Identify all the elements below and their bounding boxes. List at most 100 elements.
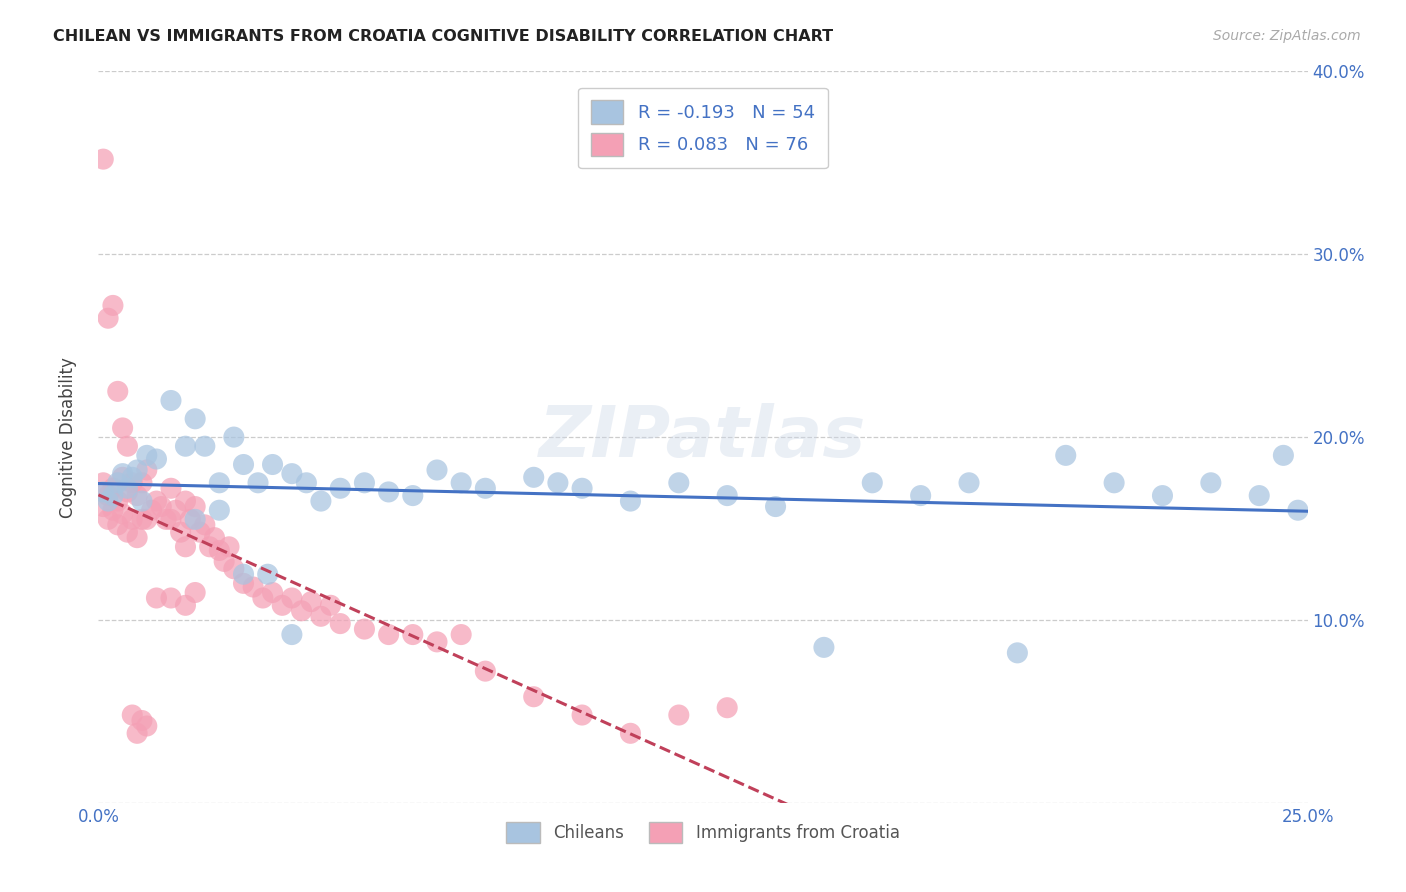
Point — [145, 494, 167, 508]
Point — [353, 475, 375, 490]
Point — [204, 531, 226, 545]
Point — [910, 489, 932, 503]
Point — [150, 500, 173, 514]
Point — [184, 585, 207, 599]
Point — [107, 517, 129, 532]
Point — [474, 481, 496, 495]
Point — [141, 503, 163, 517]
Point — [1286, 503, 1309, 517]
Point — [121, 470, 143, 484]
Point — [377, 485, 399, 500]
Point — [716, 700, 738, 714]
Point — [101, 298, 124, 312]
Point — [402, 489, 425, 503]
Point — [450, 475, 472, 490]
Point — [208, 503, 231, 517]
Point — [174, 599, 197, 613]
Point — [212, 554, 235, 568]
Point — [131, 512, 153, 526]
Point — [377, 627, 399, 641]
Point — [860, 475, 883, 490]
Point — [165, 503, 187, 517]
Point — [97, 494, 120, 508]
Point — [252, 591, 274, 605]
Point — [174, 540, 197, 554]
Point — [765, 500, 787, 514]
Point — [208, 543, 231, 558]
Point — [97, 311, 120, 326]
Text: Source: ZipAtlas.com: Source: ZipAtlas.com — [1213, 29, 1361, 43]
Point — [290, 604, 312, 618]
Point — [668, 708, 690, 723]
Point — [155, 512, 177, 526]
Point — [107, 475, 129, 490]
Point — [97, 512, 120, 526]
Point — [169, 525, 191, 540]
Point — [426, 635, 449, 649]
Point — [309, 609, 332, 624]
Point — [179, 512, 201, 526]
Point — [135, 719, 157, 733]
Point — [117, 525, 139, 540]
Point — [1152, 489, 1174, 503]
Point — [1249, 489, 1271, 503]
Point — [232, 458, 254, 472]
Point — [194, 439, 217, 453]
Point — [131, 714, 153, 728]
Point — [299, 594, 322, 608]
Point — [218, 540, 240, 554]
Point — [111, 467, 134, 481]
Text: CHILEAN VS IMMIGRANTS FROM CROATIA COGNITIVE DISABILITY CORRELATION CHART: CHILEAN VS IMMIGRANTS FROM CROATIA COGNI… — [53, 29, 834, 44]
Y-axis label: Cognitive Disability: Cognitive Disability — [59, 357, 77, 517]
Point — [184, 512, 207, 526]
Point — [523, 470, 546, 484]
Point — [571, 708, 593, 723]
Point — [329, 481, 352, 495]
Point — [295, 475, 318, 490]
Point — [474, 664, 496, 678]
Point — [198, 540, 221, 554]
Point — [242, 580, 264, 594]
Point — [101, 481, 124, 495]
Point — [813, 640, 835, 655]
Point — [184, 412, 207, 426]
Point — [281, 591, 304, 605]
Point — [127, 463, 149, 477]
Point — [1007, 646, 1029, 660]
Point — [135, 448, 157, 462]
Point — [160, 512, 183, 526]
Point — [262, 458, 284, 472]
Point — [523, 690, 546, 704]
Point — [131, 494, 153, 508]
Point — [121, 708, 143, 723]
Point — [135, 512, 157, 526]
Point — [619, 494, 641, 508]
Point — [222, 430, 245, 444]
Point — [547, 475, 569, 490]
Point — [208, 475, 231, 490]
Point — [232, 576, 254, 591]
Point — [1199, 475, 1222, 490]
Point — [262, 585, 284, 599]
Point — [111, 421, 134, 435]
Legend: Chileans, Immigrants from Croatia: Chileans, Immigrants from Croatia — [499, 815, 907, 849]
Point — [91, 475, 114, 490]
Point — [716, 489, 738, 503]
Point — [329, 616, 352, 631]
Point — [160, 393, 183, 408]
Point — [127, 531, 149, 545]
Text: ZIPatlas: ZIPatlas — [540, 402, 866, 472]
Point — [402, 627, 425, 641]
Point — [247, 475, 270, 490]
Point — [145, 452, 167, 467]
Point — [145, 591, 167, 605]
Point — [117, 481, 139, 495]
Point — [174, 494, 197, 508]
Point — [117, 485, 139, 500]
Point — [957, 475, 980, 490]
Point — [450, 627, 472, 641]
Point — [91, 152, 114, 166]
Point — [127, 489, 149, 503]
Point — [117, 439, 139, 453]
Point — [1272, 448, 1295, 462]
